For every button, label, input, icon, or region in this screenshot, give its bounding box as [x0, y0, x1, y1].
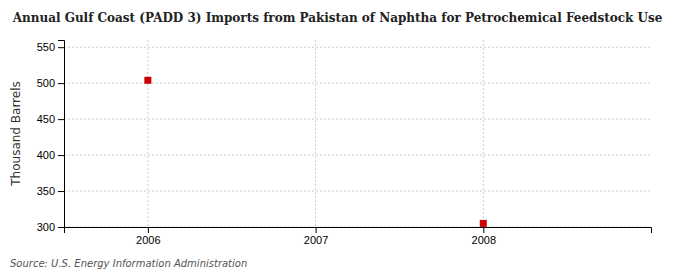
tick-label: 350 — [37, 185, 55, 197]
y-axis: 300 350 400 450 500 550 — [37, 41, 65, 234]
tick: 2008 — [472, 227, 496, 246]
tick-label: 2007 — [304, 234, 328, 246]
axis-line — [58, 41, 65, 228]
point — [480, 220, 487, 227]
tick-mark — [58, 191, 64, 192]
tick: 350 — [37, 185, 64, 197]
tick-label: 450 — [37, 113, 55, 125]
tick: 550 — [37, 41, 64, 53]
chart: 2006 2007 2008 300 350 400 450 500 550 Thousand B… — [0, 0, 675, 275]
tick-label: 550 — [37, 41, 55, 53]
tick-label: 500 — [37, 77, 55, 89]
grid-line — [147, 40, 148, 227]
grid-line — [64, 83, 651, 84]
tick-mark — [316, 227, 317, 233]
plot-area: 2006 2007 2008 300 350 400 450 500 550 — [37, 40, 652, 246]
tick: 2006 — [136, 227, 160, 246]
tick-label: 300 — [37, 221, 55, 233]
tick: 500 — [37, 77, 64, 89]
axis-line — [65, 228, 652, 234]
tick-mark — [58, 155, 64, 156]
tick: 400 — [37, 149, 64, 161]
grid-line — [64, 191, 651, 192]
grid-line — [64, 47, 651, 48]
tick-label: 400 — [37, 149, 55, 161]
point — [144, 77, 151, 84]
tick-mark — [483, 227, 484, 233]
grid-line — [64, 119, 651, 120]
points — [144, 77, 486, 227]
grid-line — [315, 40, 316, 227]
tick-label: 2008 — [472, 234, 496, 246]
tick-mark — [58, 227, 64, 228]
tick-mark — [148, 227, 149, 233]
tick: 2007 — [304, 227, 328, 246]
tick-mark — [58, 47, 64, 48]
grid-line — [483, 40, 484, 227]
tick-mark — [58, 119, 64, 120]
source: Source: U.S. Energy Information Administ… — [10, 258, 247, 269]
tick: 450 — [37, 113, 64, 125]
title: Annual Gulf Coast (PADD 3) Imports from … — [12, 11, 663, 25]
y-axis-title: Thousand Barrels — [9, 81, 23, 186]
tick: 300 — [37, 221, 64, 233]
tick-mark — [58, 83, 64, 84]
x-axis: 2006 2007 2008 — [65, 227, 652, 246]
grid — [64, 40, 651, 227]
grid-line — [64, 155, 651, 156]
tick-label: 2006 — [136, 234, 160, 246]
